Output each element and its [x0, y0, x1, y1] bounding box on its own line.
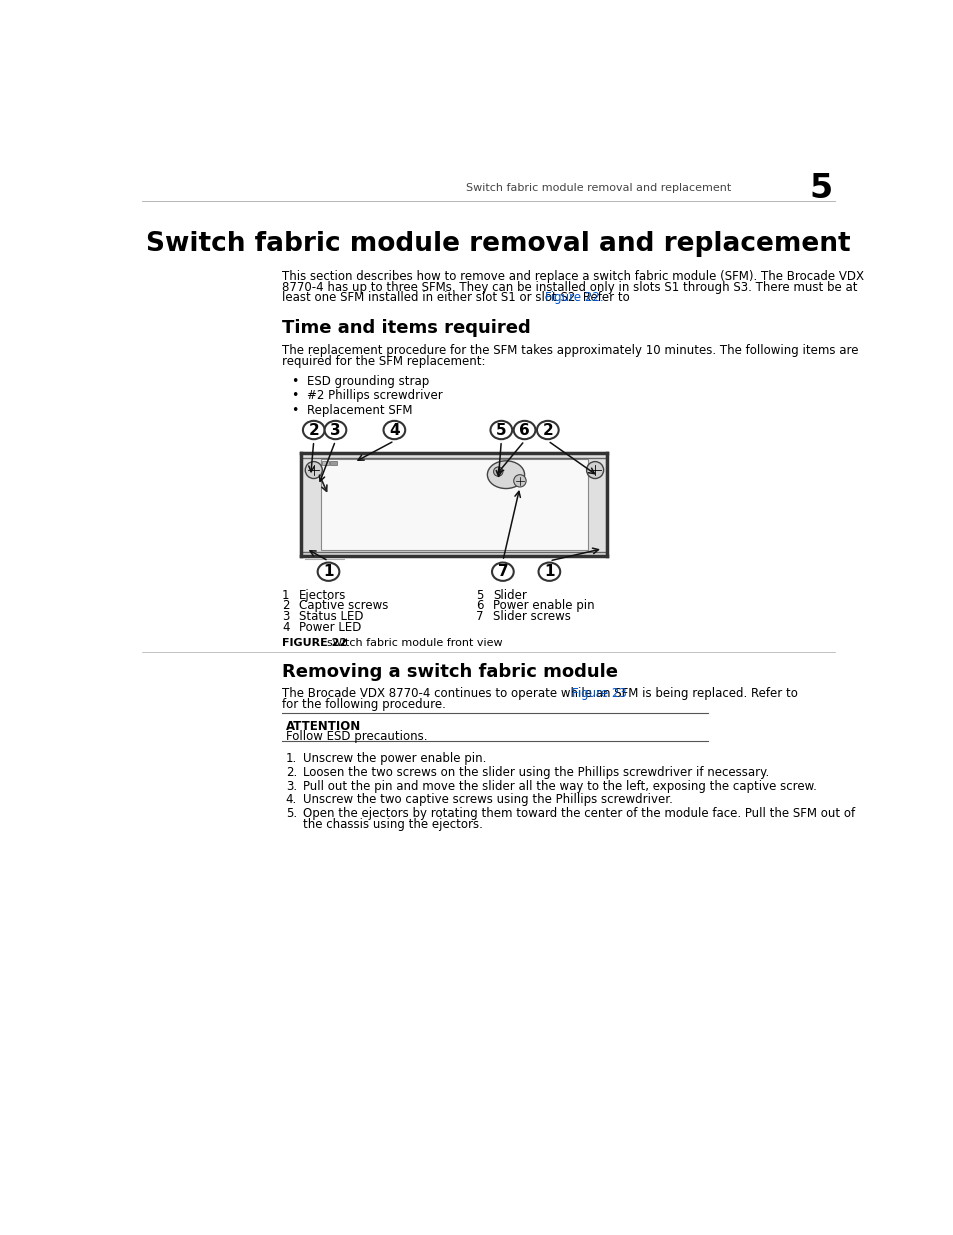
Text: 4.: 4. [286, 793, 296, 806]
Text: 4: 4 [282, 621, 289, 634]
Text: 3.: 3. [286, 779, 296, 793]
Text: Captive screws: Captive screws [298, 599, 388, 613]
Text: 5: 5 [496, 422, 506, 437]
Text: Follow ESD precautions.: Follow ESD precautions. [286, 730, 427, 743]
Text: 6: 6 [476, 599, 483, 613]
Text: 3: 3 [330, 422, 340, 437]
Text: 2.: 2. [286, 766, 296, 779]
Text: #2 Phillips screwdriver: #2 Phillips screwdriver [307, 389, 442, 403]
Text: required for the SFM replacement:: required for the SFM replacement: [282, 354, 485, 368]
Text: This section describes how to remove and replace a switch fabric module (SFM). T: This section describes how to remove and… [282, 270, 863, 283]
Text: Unscrew the power enable pin.: Unscrew the power enable pin. [303, 752, 486, 764]
Text: Slider screws: Slider screws [493, 610, 570, 624]
Text: 1: 1 [323, 564, 334, 579]
Ellipse shape [492, 562, 513, 580]
Text: Power LED: Power LED [298, 621, 361, 634]
Ellipse shape [513, 421, 535, 440]
Ellipse shape [324, 421, 346, 440]
Bar [321, 461, 328, 464]
Text: •: • [291, 389, 298, 403]
Text: 2: 2 [282, 599, 289, 613]
Text: Time and items required: Time and items required [282, 319, 530, 337]
Text: Open the ejectors by rotating them toward the center of the module face. Pull th: Open the ejectors by rotating them towar… [303, 808, 854, 820]
Text: 2: 2 [308, 422, 319, 437]
Ellipse shape [317, 562, 339, 580]
Text: The Brocade VDX 8770-4 continues to operate while an SFM is being replaced. Refe: The Brocade VDX 8770-4 continues to oper… [282, 687, 801, 700]
Text: Status LED: Status LED [298, 610, 363, 624]
Text: 7: 7 [497, 564, 508, 579]
Bar [330, 461, 336, 464]
Text: 5: 5 [808, 172, 831, 205]
Text: 2: 2 [542, 422, 553, 437]
Text: 1.: 1. [286, 752, 296, 764]
Text: 1: 1 [543, 564, 554, 579]
Text: 7: 7 [476, 610, 483, 624]
Bar [301, 453, 607, 556]
Text: 4: 4 [389, 422, 399, 437]
Text: Figure 23: Figure 23 [571, 687, 626, 700]
Circle shape [305, 462, 322, 478]
Text: 5.: 5. [286, 808, 296, 820]
Text: ATTENTION: ATTENTION [286, 720, 361, 732]
Text: ESD grounding strap: ESD grounding strap [307, 374, 429, 388]
Text: Unscrew the two captive screws using the Phillips screwdriver.: Unscrew the two captive screws using the… [303, 793, 672, 806]
Text: FIGURE 22: FIGURE 22 [282, 638, 347, 648]
Ellipse shape [383, 421, 405, 440]
Text: 6: 6 [518, 422, 530, 437]
Text: 5: 5 [476, 589, 482, 601]
Ellipse shape [487, 461, 524, 489]
Circle shape [513, 474, 525, 487]
Text: Pull out the pin and move the slider all the way to the left, exposing the capti: Pull out the pin and move the slider all… [303, 779, 816, 793]
Text: 8770-4 has up to three SFMs. They can be installed only in slots S1 through S3. : 8770-4 has up to three SFMs. They can be… [282, 280, 857, 294]
Text: The replacement procedure for the SFM takes approximately 10 minutes. The follow: The replacement procedure for the SFM ta… [282, 343, 858, 357]
Text: 3: 3 [282, 610, 289, 624]
Text: Replacement SFM: Replacement SFM [307, 404, 412, 417]
Text: Power enable pin: Power enable pin [493, 599, 594, 613]
Text: Switch fabric module removal and replacement: Switch fabric module removal and replace… [146, 231, 850, 257]
Text: switch fabric module front view: switch fabric module front view [327, 638, 502, 648]
Text: Removing a switch fabric module: Removing a switch fabric module [282, 662, 618, 680]
Text: •: • [291, 374, 298, 388]
Text: for the following procedure.: for the following procedure. [282, 698, 445, 711]
Ellipse shape [303, 421, 324, 440]
Text: the chassis using the ejectors.: the chassis using the ejectors. [303, 818, 482, 831]
Text: •: • [291, 404, 298, 417]
Ellipse shape [490, 421, 512, 440]
Text: 1: 1 [282, 589, 289, 601]
Ellipse shape [537, 562, 559, 580]
Circle shape [586, 462, 603, 478]
Text: Switch fabric module removal and replacement: Switch fabric module removal and replace… [466, 183, 731, 193]
Ellipse shape [537, 421, 558, 440]
Bar [320, 459, 587, 550]
Text: Slider: Slider [493, 589, 526, 601]
Text: Loosen the two screws on the slider using the Phillips screwdriver if necessary.: Loosen the two screws on the slider usin… [303, 766, 768, 779]
Text: Figure 22.: Figure 22. [545, 291, 603, 304]
Text: Ejectors: Ejectors [298, 589, 346, 601]
Circle shape [493, 467, 502, 477]
Text: least one SFM installed in either slot S1 or slot S2. Refer to: least one SFM installed in either slot S… [282, 291, 633, 304]
